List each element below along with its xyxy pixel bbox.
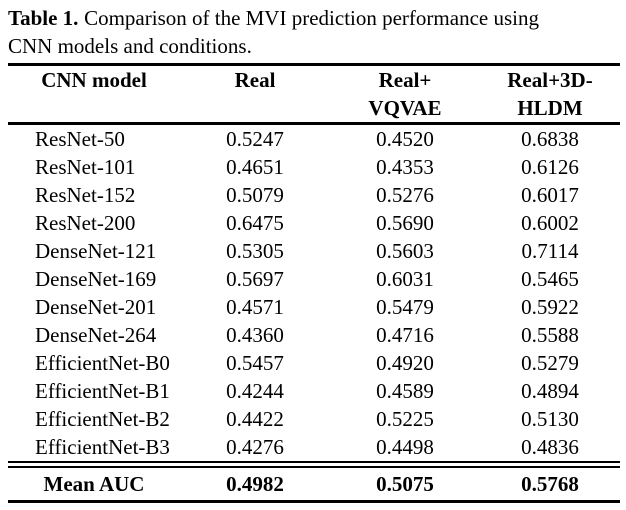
header-row: CNN model Real Real+ VQVAE Real+3D- HLDM [8, 65, 620, 124]
table-row: DenseNet-264 0.4360 0.4716 0.5588 [8, 321, 620, 349]
auc-value-cell: 0.4498 [376, 435, 434, 459]
auc-value-cell: 0.5276 [376, 183, 434, 207]
auc-value-cell: 0.4716 [376, 323, 434, 347]
table-row: ResNet-50 0.5247 0.4520 0.6838 [8, 124, 620, 154]
table-row: ResNet-101 0.4651 0.4353 0.6126 [8, 153, 620, 181]
auc-value-cell: 0.5588 [521, 323, 579, 347]
model-name-cell: ResNet-101 [35, 155, 136, 179]
auc-value-cell: 0.5079 [226, 183, 284, 207]
column-header-real-3d-hldm: Real+3D- HLDM [507, 68, 593, 120]
table-caption: Table 1. Comparison of the MVI prediction… [8, 4, 548, 60]
auc-value-cell: 0.5690 [376, 211, 434, 235]
auc-value-cell: 0.5603 [376, 239, 434, 263]
auc-value-cell: 0.5922 [521, 295, 579, 319]
auc-value-cell: 0.4520 [376, 127, 434, 151]
model-name-cell: EfficientNet-B3 [35, 435, 170, 459]
auc-value-cell: 0.4244 [226, 379, 284, 403]
auc-value-cell: 0.5697 [226, 267, 284, 291]
auc-value-cell: 0.5279 [521, 351, 579, 375]
table-footer: Mean AUC 0.4982 0.5075 0.5768 [8, 465, 620, 502]
mean-auc-row: Mean AUC 0.4982 0.5075 0.5768 [8, 465, 620, 502]
model-name-cell: DenseNet-121 [35, 239, 157, 263]
auc-value-cell: 0.5479 [376, 295, 434, 319]
auc-value-cell: 0.6126 [521, 155, 579, 179]
auc-value-cell: 0.4276 [226, 435, 284, 459]
table-caption-text: Comparison of the MVI prediction perform… [8, 6, 539, 58]
auc-value-cell: 0.6031 [376, 267, 434, 291]
model-name-cell: ResNet-152 [35, 183, 136, 207]
auc-value-cell: 0.4920 [376, 351, 434, 375]
table-row: EfficientNet-B3 0.4276 0.4498 0.4836 [8, 433, 620, 465]
auc-value-cell: 0.4589 [376, 379, 434, 403]
model-name-cell: EfficientNet-B1 [35, 379, 170, 403]
table-caption-label: Table 1. [8, 6, 79, 30]
table-row: DenseNet-169 0.5697 0.6031 0.5465 [8, 265, 620, 293]
auc-value-cell: 0.5457 [226, 351, 284, 375]
auc-value-cell: 0.5305 [226, 239, 284, 263]
auc-value-cell: 0.6017 [521, 183, 579, 207]
mean-auc-value-cell: 0.5768 [521, 472, 579, 496]
model-name-cell: EfficientNet-B2 [35, 407, 170, 431]
auc-value-cell: 0.5130 [521, 407, 579, 431]
mean-auc-value-cell: 0.5075 [376, 472, 434, 496]
auc-value-cell: 0.5225 [376, 407, 434, 431]
column-header-cnn-model: CNN model [41, 68, 147, 92]
auc-value-cell: 0.4894 [521, 379, 579, 403]
model-name-cell: DenseNet-201 [35, 295, 157, 319]
mvi-performance-table: CNN model Real Real+ VQVAE Real+3D- HLDM… [8, 63, 620, 503]
model-name-cell: DenseNet-264 [35, 323, 157, 347]
table-body: ResNet-50 0.5247 0.4520 0.6838 ResNet-10… [8, 124, 620, 465]
auc-value-cell: 0.4651 [226, 155, 284, 179]
table-header: CNN model Real Real+ VQVAE Real+3D- HLDM [8, 65, 620, 124]
column-header-real: Real [234, 68, 276, 92]
table-row: EfficientNet-B1 0.4244 0.4589 0.4894 [8, 377, 620, 405]
table-row: DenseNet-201 0.4571 0.5479 0.5922 [8, 293, 620, 321]
table-row: ResNet-200 0.6475 0.5690 0.6002 [8, 209, 620, 237]
auc-value-cell: 0.6838 [521, 127, 579, 151]
auc-value-cell: 0.6002 [521, 211, 579, 235]
auc-value-cell: 0.4353 [376, 155, 434, 179]
model-name-cell: DenseNet-169 [35, 267, 157, 291]
auc-value-cell: 0.7114 [521, 239, 579, 263]
mean-auc-label-cell: Mean AUC [43, 472, 145, 496]
table-row: EfficientNet-B2 0.4422 0.5225 0.5130 [8, 405, 620, 433]
auc-value-cell: 0.5465 [521, 267, 579, 291]
model-name-cell: EfficientNet-B0 [35, 351, 170, 375]
auc-value-cell: 0.4422 [226, 407, 284, 431]
auc-value-cell: 0.4360 [226, 323, 284, 347]
column-header-real-vqvae: Real+ VQVAE [368, 68, 442, 120]
auc-value-cell: 0.5247 [226, 127, 284, 151]
table-row: DenseNet-121 0.5305 0.5603 0.7114 [8, 237, 620, 265]
mean-auc-value-cell: 0.4982 [226, 472, 284, 496]
auc-value-cell: 0.4571 [226, 295, 284, 319]
auc-value-cell: 0.4836 [521, 435, 579, 459]
table-row: EfficientNet-B0 0.5457 0.4920 0.5279 [8, 349, 620, 377]
model-name-cell: ResNet-50 [35, 127, 125, 151]
model-name-cell: ResNet-200 [35, 211, 136, 235]
auc-value-cell: 0.6475 [226, 211, 284, 235]
table-row: ResNet-152 0.5079 0.5276 0.6017 [8, 181, 620, 209]
